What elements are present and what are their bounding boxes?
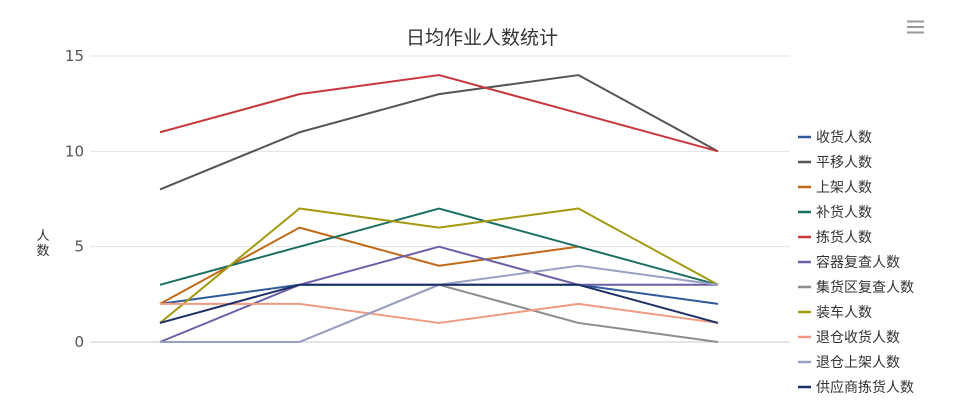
chart-menu-button[interactable] — [900, 16, 930, 40]
hamburger-menu-icon[interactable] — [907, 20, 924, 34]
y-tick-label: 0 — [74, 333, 84, 351]
chart-title: 日均作业人数统计 — [406, 27, 558, 49]
y-tick-label: 5 — [74, 238, 84, 256]
y-tick-label: 15 — [65, 47, 84, 65]
legend-label: 补货人数 — [816, 204, 872, 221]
legend-label: 上架人数 — [816, 180, 872, 196]
legend-label: 退仓收货人数 — [816, 329, 900, 346]
legend-item[interactable]: 集货区复查人数 — [798, 279, 914, 296]
legend-item[interactable]: 退仓上架人数 — [798, 355, 900, 371]
legend-item[interactable]: 补货人数 — [798, 204, 872, 221]
grid-lines — [90, 55, 790, 343]
legend-label: 供应商拣货人数 — [816, 379, 914, 396]
legend-label: 拣货人数 — [816, 229, 872, 246]
legend-item[interactable]: 供应商拣货人数 — [798, 379, 914, 396]
series-line-5[interactable] — [159, 74, 719, 153]
series-line-2[interactable] — [159, 74, 719, 191]
series-line-8[interactable] — [159, 207, 719, 324]
legend-item[interactable]: 容器复查人数 — [798, 254, 900, 271]
legend: 收货人数平移人数上架人数补货人数拣货人数容器复查人数集货区复查人数装车人数退仓收… — [798, 129, 914, 396]
series-lines — [159, 74, 719, 343]
legend-item[interactable]: 收货人数 — [798, 129, 872, 146]
series-line-4[interactable] — [159, 207, 719, 286]
y-tick-label: 10 — [65, 142, 84, 160]
series-line-11[interactable] — [159, 283, 719, 324]
legend-item[interactable]: 上架人数 — [798, 180, 872, 196]
legend-item[interactable]: 平移人数 — [798, 155, 872, 171]
y-axis-ticks: 0 5 10 15 — [65, 47, 84, 351]
legend-label: 收货人数 — [816, 129, 872, 146]
y-axis-label: 人数 — [36, 229, 49, 259]
legend-item[interactable]: 拣货人数 — [798, 229, 872, 246]
legend-label: 退仓上架人数 — [816, 355, 900, 371]
legend-label: 平移人数 — [816, 155, 872, 171]
legend-label: 装车人数 — [816, 304, 872, 321]
series-line-9[interactable] — [160, 302, 719, 324]
y-axis-title: 人数 — [36, 229, 49, 259]
legend-label: 集货区复查人数 — [816, 279, 914, 296]
legend-item[interactable]: 退仓收货人数 — [798, 329, 900, 346]
legend-item[interactable]: 装车人数 — [798, 304, 872, 321]
legend-label: 容器复查人数 — [816, 254, 900, 271]
